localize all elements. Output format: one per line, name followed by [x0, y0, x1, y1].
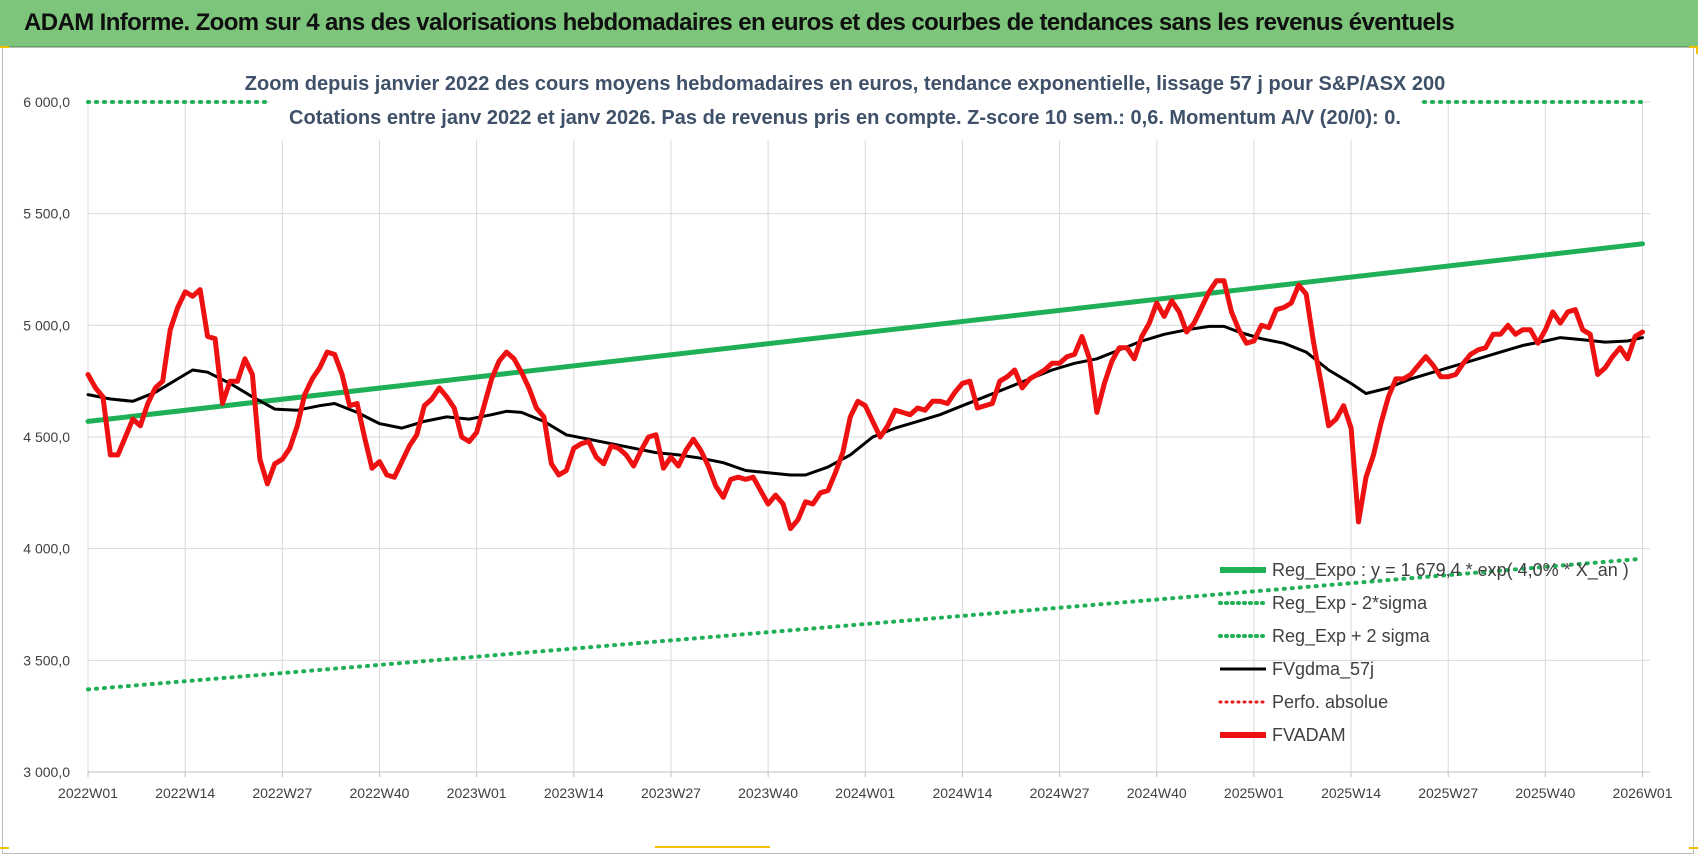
chart-subtitle-line-1: Zoom depuis janvier 2022 des cours moyen… — [245, 73, 1445, 95]
x-tick-label: 2024W14 — [932, 785, 992, 801]
legend-label-reg-plus: Reg_Exp + 2 sigma — [1272, 626, 1431, 647]
frame-corner-mark — [1696, 46, 1698, 54]
banner-title: ADAM Informe. Zoom sur 4 ans des valoris… — [24, 9, 1455, 36]
y-tick-label: 3 000,0 — [23, 764, 70, 780]
chart-frame — [2, 47, 1694, 854]
legend: Reg_Expo : y = 1 679,4 * exp( 4,0% * X_a… — [1218, 560, 1629, 745]
legend-label-reg-expo: Reg_Expo : y = 1 679,4 * exp( 4,0% * X_a… — [1272, 560, 1629, 581]
y-tick-label: 4 000,0 — [23, 541, 70, 557]
x-tick-label: 2024W01 — [835, 785, 895, 801]
frame-corner-mark — [0, 46, 9, 48]
gridlines — [87, 101, 1650, 777]
subtitle-background — [270, 60, 1420, 140]
frame-corner-mark — [655, 846, 770, 848]
y-tick-label: 3 500,0 — [23, 652, 70, 668]
x-tick-label: 2025W27 — [1418, 785, 1478, 801]
series-line-fvgdma_57j — [86, 324, 1644, 477]
frame-corner-mark — [1689, 847, 1698, 849]
x-tick-label: 2025W01 — [1224, 785, 1284, 801]
title-banner: ADAM Informe. Zoom sur 4 ans des valoris… — [0, 0, 1698, 47]
x-tick-label: 2022W01 — [58, 785, 118, 801]
x-tick-label: 2024W27 — [1030, 785, 1090, 801]
x-tick-label: 2022W27 — [252, 785, 312, 801]
x-tick-label: 2022W40 — [350, 785, 410, 801]
y-tick-label: 5 000,0 — [23, 317, 70, 333]
y-tick-label: 4 500,0 — [23, 429, 70, 445]
x-tick-label: 2022W14 — [155, 785, 215, 801]
legend-label-reg-minus: Reg_Exp - 2*sigma — [1272, 593, 1428, 614]
legend-label-fvgdma: FVgdma_57j — [1272, 659, 1374, 680]
x-tick-label: 2024W40 — [1127, 785, 1187, 801]
x-tick-label: 2026W01 — [1613, 785, 1673, 801]
frame-corner-mark — [1689, 46, 1698, 48]
x-tick-label: 2023W14 — [544, 785, 604, 801]
legend-label-perfo: Perfo. absolue — [1272, 692, 1388, 712]
legend-label-fvadam: FVADAM — [1272, 725, 1346, 745]
x-tick-label: 2023W27 — [641, 785, 701, 801]
series-line-fvadam — [85, 278, 1645, 532]
x-tick-label: 2023W40 — [738, 785, 798, 801]
frame-corner-mark — [0, 847, 9, 849]
x-tick-label: 2025W40 — [1515, 785, 1575, 801]
y-tick-label: 5 500,0 — [23, 206, 70, 222]
x-tick-label: 2023W01 — [447, 785, 507, 801]
x-tick-label: 2025W14 — [1321, 785, 1381, 801]
axis-labels: 3 000,0 3 500,0 4 000,0 4 500,0 5 000,0 5 500… — [23, 94, 1672, 801]
chart-subtitle-line-2: Cotations entre janv 2022 et janv 2026. … — [289, 107, 1401, 129]
y-tick-label: 6 000,0 — [23, 94, 70, 110]
